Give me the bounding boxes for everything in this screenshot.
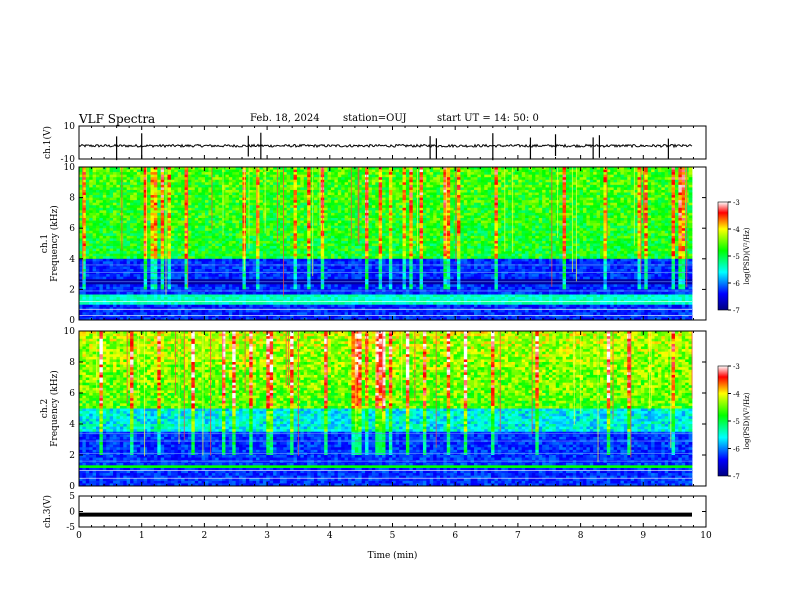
- y-tick-label: 8: [69, 358, 75, 368]
- y-tick-label: -5: [66, 523, 75, 533]
- ch1-spectrogram-colorbar-tick-label: -5: [733, 253, 740, 261]
- x-tick-label: 3: [264, 531, 270, 541]
- ch1-spectrogram-channel-label: ch.1: [40, 234, 50, 253]
- x-tick-label: 4: [327, 531, 333, 541]
- x-tick-label: 2: [202, 531, 208, 541]
- ch1-waveform-frame: [78, 125, 707, 160]
- y-tick-label: 4: [69, 255, 75, 265]
- x-tick-label: 0: [76, 531, 82, 541]
- x-axis-label: Time (min): [368, 550, 418, 561]
- y-tick-label: 4: [69, 420, 75, 430]
- x-tick-label: 1: [139, 531, 145, 541]
- y-tick-label: 0: [69, 316, 75, 326]
- ch2-spectrogram-colorbar-tick-label: -4: [733, 391, 740, 399]
- y-tick-label: 8: [69, 194, 75, 204]
- ch1-spectrogram-ylabel: Frequency (kHz): [49, 205, 60, 282]
- ch2-spectrogram-cells: [79, 331, 693, 487]
- ch1-trace: [78, 143, 693, 149]
- y-tick-label: -10: [61, 155, 76, 165]
- ch1-ylabel: ch.1(V): [42, 126, 53, 159]
- ch1-spectrogram-cells: [79, 167, 693, 321]
- date-label: Feb. 18, 2024: [250, 113, 320, 124]
- y-tick-label: 6: [69, 224, 75, 234]
- ch2-spectrogram-channel-label: ch.2: [40, 399, 50, 418]
- ch2-spectrogram-ylabel: Frequency (kHz): [49, 370, 60, 447]
- x-tick-label: 6: [452, 531, 458, 541]
- ch1-spectrogram-colorbar-tick-label: -7: [733, 307, 740, 315]
- x-tick-label: 7: [515, 531, 521, 541]
- ch1-spectrogram-colorbar-tick-label: -3: [733, 199, 740, 207]
- ch1-spectrogram-colorbar-tick-label: -4: [733, 226, 740, 234]
- ch1-spectrogram-colorbar: [717, 201, 729, 311]
- y-tick-label: 10: [64, 327, 76, 337]
- x-tick-label: 10: [700, 531, 712, 541]
- x-tick-label: 8: [578, 531, 584, 541]
- x-tick-label: 9: [640, 531, 646, 541]
- y-tick-label: 5: [69, 492, 75, 502]
- ch1-spectrogram-colorbar-label: log(PSD)(V²/Hz): [743, 227, 751, 284]
- ch2-spectrogram-colorbar-label: log(PSD)(V²/Hz): [743, 392, 751, 449]
- ch2-spectrogram-colorbar: [717, 365, 729, 477]
- y-tick-label: 6: [69, 389, 75, 399]
- station-label: station=OUJ: [343, 113, 407, 124]
- y-tick-label: 2: [69, 285, 75, 295]
- y-tick-label: 10: [64, 122, 76, 132]
- ch2-spectrogram-colorbar-tick-label: -7: [733, 473, 740, 481]
- chart-title: VLF Spectra: [79, 112, 155, 126]
- y-tick-label: 0: [69, 482, 75, 492]
- x-tick-label: 5: [390, 531, 396, 541]
- ch3-waveform-frame: [78, 495, 707, 528]
- start-time-label: start UT = 14: 50: 0: [437, 113, 539, 124]
- ch2-spectrogram-colorbar-tick-label: -3: [733, 363, 740, 371]
- y-tick-label: 10: [64, 163, 76, 173]
- ch3-ylabel: ch.3(V): [42, 495, 53, 528]
- y-tick-label: 0: [69, 508, 75, 518]
- ch2-spectrogram-colorbar-tick-label: -5: [733, 418, 740, 426]
- y-tick-label: 2: [69, 451, 75, 461]
- ch1-spectrogram-colorbar-tick-label: -6: [733, 280, 740, 288]
- ch2-spectrogram-colorbar-tick-label: -6: [733, 446, 740, 454]
